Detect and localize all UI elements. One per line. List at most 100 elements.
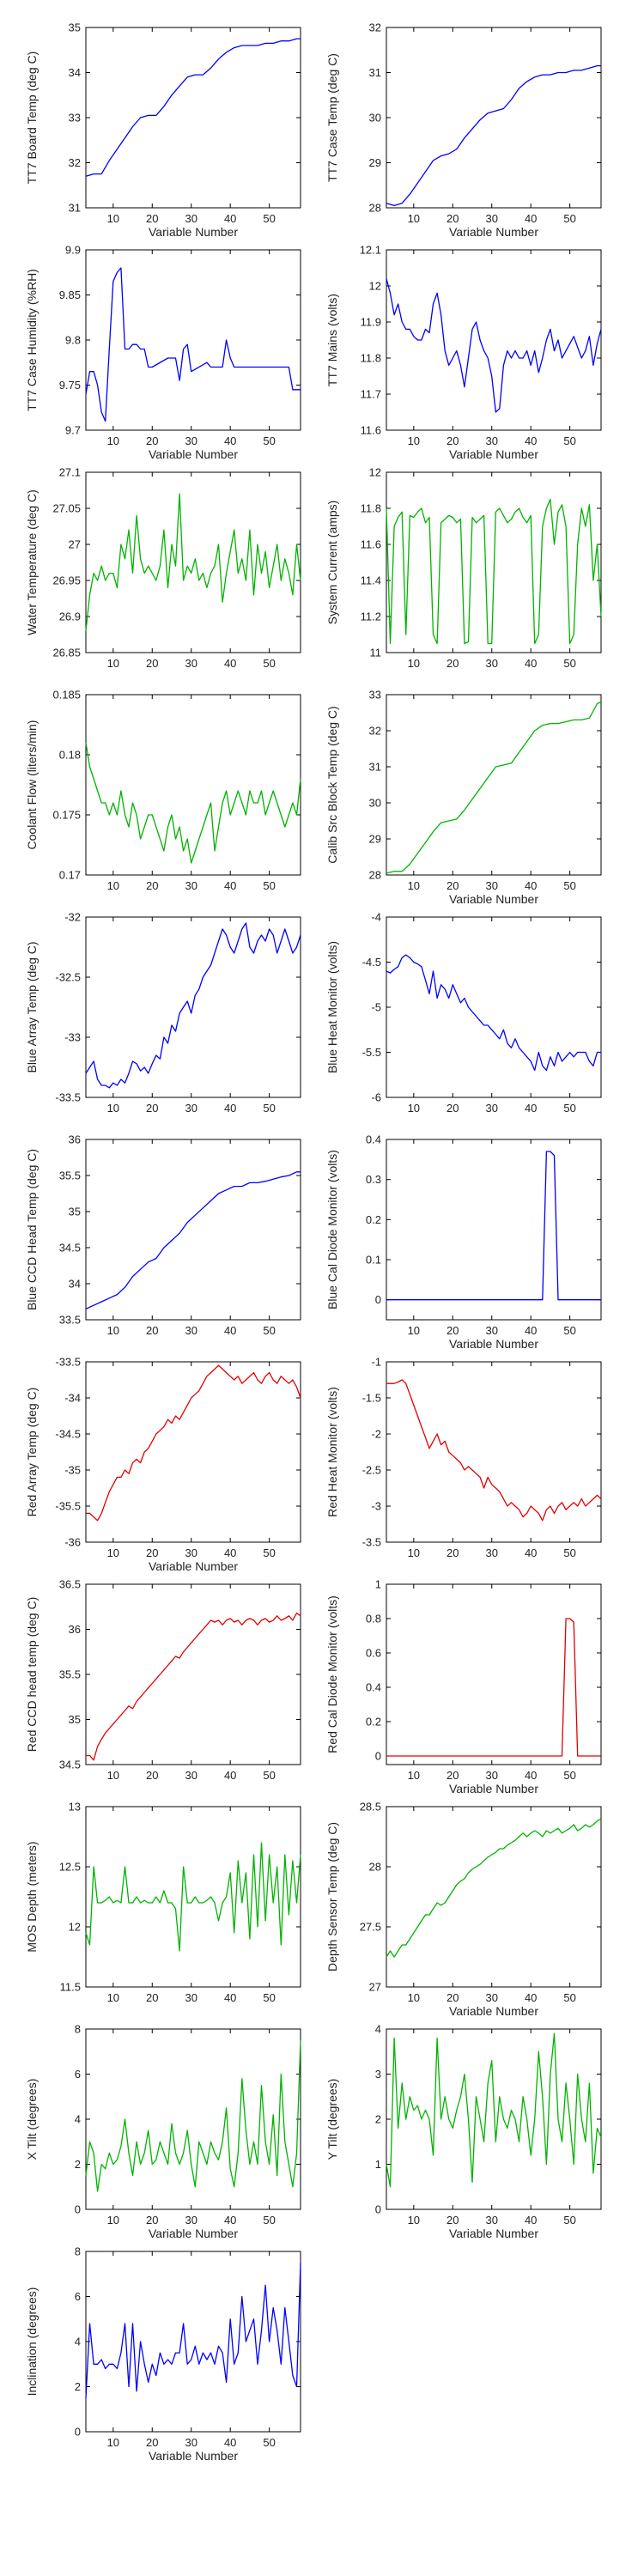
- chart-20: 10 20 30 40 50 0 1 2 3 4 Variable Number Y Tilt (de…: [325, 2023, 602, 2240]
- x-tick-label: 10: [408, 1546, 420, 1559]
- x-tick-label: 30: [185, 2436, 197, 2449]
- y-tick-label: 26.9: [59, 611, 81, 623]
- chart-13: 10 20 30 40 50 -36 -35.5 -35 -34.5 -34 -33.5 Variab…: [25, 1356, 301, 1573]
- y-tick-label: 33: [69, 112, 81, 125]
- chart-10: 10 20 30 40 50 -6 -5.5 -5 -4.5 -4 Blue Heat Monito…: [325, 911, 602, 1115]
- y-axis-label: Red Heat Monitor (volts): [325, 1387, 339, 1517]
- y-tick-label: 11: [370, 647, 382, 659]
- x-tick-label: 30: [185, 212, 197, 225]
- x-tick-label: 50: [563, 1546, 575, 1559]
- y-tick-label: 0.2: [366, 1716, 381, 1728]
- series-line: [85, 742, 301, 864]
- y-tick-label: 9.7: [65, 424, 81, 437]
- x-tick-label: 40: [224, 1324, 236, 1337]
- y-tick-label: 28: [369, 1861, 381, 1874]
- chart-15: 10 20 30 40 50 34.5 35 35.5 36 36.5 Red CCD head t…: [25, 1578, 301, 1782]
- y-tick-label: 11.9: [361, 316, 381, 329]
- y-tick-label: -3: [371, 1500, 381, 1513]
- x-tick-label: 40: [224, 2436, 236, 2449]
- y-tick-label: 0.4: [366, 1133, 381, 1146]
- y-tick-label: 6: [75, 2290, 81, 2303]
- series-line: [85, 922, 301, 1089]
- y-tick-label: 12: [69, 1921, 81, 1934]
- x-tick-label: 10: [408, 2214, 420, 2227]
- y-tick-label: -32.5: [55, 971, 81, 984]
- x-tick-label: 30: [185, 1324, 197, 1337]
- x-axis-label: Variable Number: [149, 447, 238, 461]
- x-axis-label: Variable Number: [449, 892, 538, 906]
- y-tick-label: -3.5: [362, 1536, 381, 1549]
- x-tick-label: 30: [485, 1324, 497, 1337]
- y-tick-label: 32: [69, 156, 81, 169]
- chart-19: 10 20 30 40 50 0 2 4 6 8 Variable Number X Tilt (de…: [25, 2023, 301, 2240]
- y-tick-label: 34.5: [59, 1759, 81, 1771]
- x-tick-label: 20: [447, 1991, 459, 2004]
- x-tick-label: 50: [263, 1991, 275, 2004]
- y-tick-label: 0.17: [59, 869, 81, 882]
- y-tick-label: 35.5: [59, 1170, 81, 1182]
- x-tick-label: 20: [447, 2214, 459, 2227]
- x-tick-label: 10: [408, 879, 420, 892]
- y-tick-label: 4: [75, 2113, 81, 2126]
- y-tick-label: -35: [64, 1464, 81, 1477]
- y-tick-label: 34.5: [59, 1242, 81, 1255]
- y-tick-label: 35.5: [59, 1668, 81, 1681]
- y-tick-label: -33.5: [55, 1356, 81, 1369]
- y-tick-label: 0: [75, 2203, 81, 2216]
- chart-18: 10 20 30 40 50 27 27.5 28 28.5 Variable Number Dep…: [325, 1801, 602, 2018]
- x-axis-label: Variable Number: [449, 1337, 538, 1351]
- x-tick-label: 50: [563, 1102, 575, 1115]
- x-tick-label: 20: [447, 657, 459, 670]
- y-tick-label: 27: [369, 1981, 381, 1994]
- y-tick-label: 12.5: [59, 1861, 81, 1874]
- series-line: [386, 701, 602, 874]
- x-tick-label: 30: [485, 1102, 497, 1115]
- x-tick-label: 40: [224, 879, 236, 892]
- y-axis-label: TT7 Case Temp (deg C): [325, 53, 339, 182]
- x-tick-label: 10: [107, 879, 119, 892]
- x-tick-label: 40: [224, 212, 236, 225]
- y-tick-label: 0.1: [366, 1254, 381, 1267]
- y-tick-label: 12: [369, 466, 381, 479]
- plot-frame: [386, 916, 602, 1098]
- y-tick-label: 35: [69, 21, 81, 34]
- y-tick-label: -34: [64, 1392, 81, 1405]
- x-tick-label: 20: [146, 434, 158, 447]
- y-tick-label: 1: [375, 2158, 381, 2171]
- series-line: [85, 2263, 301, 2398]
- y-tick-label: 27.05: [52, 502, 81, 515]
- x-tick-label: 50: [263, 1546, 275, 1559]
- x-tick-label: 30: [185, 1546, 197, 1559]
- y-tick-label: 28: [369, 869, 381, 882]
- y-tick-label: 0: [375, 1750, 381, 1763]
- y-tick-label: 28.5: [360, 1801, 381, 1814]
- series-line: [386, 1618, 601, 1757]
- x-axis-label: Variable Number: [449, 2004, 538, 2018]
- x-tick-label: 30: [185, 1991, 197, 2004]
- x-tick-label: 20: [447, 212, 459, 225]
- x-tick-label: 20: [447, 879, 459, 892]
- x-tick-label: 30: [185, 1769, 197, 1782]
- x-axis-label: Variable Number: [149, 2227, 238, 2240]
- y-axis-label: Red Array Temp (deg C): [25, 1388, 39, 1517]
- y-tick-label: 11.6: [361, 424, 381, 437]
- y-axis-label: Blue Heat Monitor (volts): [325, 941, 339, 1073]
- x-tick-label: 20: [146, 1991, 158, 2004]
- chart-7: 10 20 30 40 50 0.17 0.175 0.18 0.185 Coolant Flow…: [25, 689, 301, 892]
- y-tick-label: 11.8: [361, 352, 381, 365]
- y-tick-label: 8: [75, 2023, 81, 2036]
- y-tick-label: 9.85: [59, 289, 81, 301]
- x-tick-label: 40: [224, 434, 236, 447]
- y-tick-label: 34: [69, 1278, 81, 1291]
- y-axis-label: Blue Array Temp (deg C): [25, 941, 39, 1072]
- series-line: [85, 493, 301, 631]
- y-tick-label: 30: [369, 797, 381, 810]
- x-tick-label: 10: [408, 657, 420, 670]
- y-tick-label: 31: [369, 761, 381, 774]
- plot-frame: [386, 694, 602, 876]
- x-tick-label: 30: [485, 2214, 497, 2227]
- chart-21: 10 20 30 40 50 0 2 4 6 8 Variable Number Inclinatio…: [25, 2245, 301, 2463]
- y-tick-label: 36: [69, 1133, 81, 1146]
- x-tick-label: 10: [107, 2436, 119, 2449]
- y-tick-label: 31: [69, 202, 81, 215]
